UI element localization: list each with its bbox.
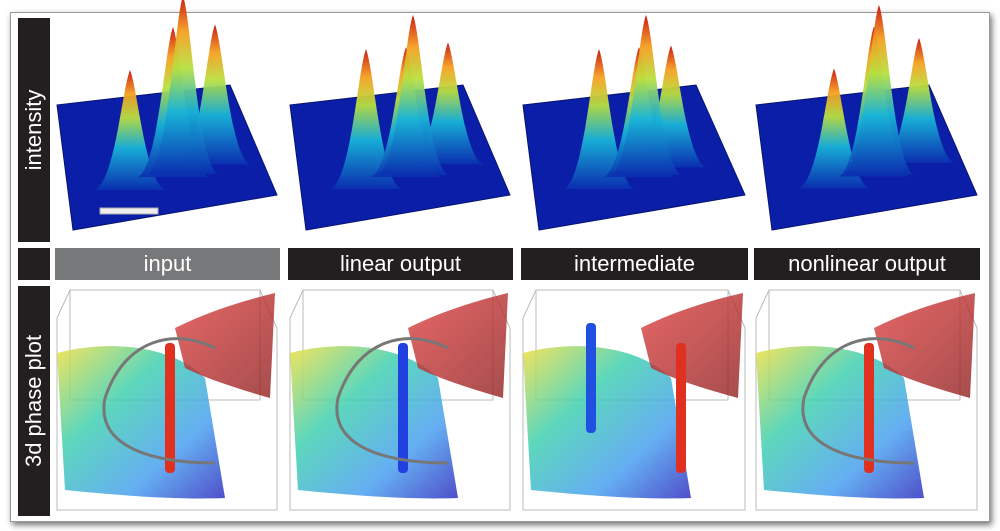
phase-surface [641, 293, 743, 398]
phase-surface [175, 293, 275, 398]
trajectory [801, 337, 915, 465]
trajectory [335, 337, 449, 465]
intensity-peak [884, 38, 954, 163]
column-header: input [144, 251, 192, 276]
rod [398, 343, 408, 473]
row-label: 3d phase plot [21, 335, 46, 467]
row-label-bg [18, 286, 50, 516]
trajectory [102, 337, 216, 465]
row-label: intensity [21, 90, 46, 171]
rod [676, 343, 686, 473]
intensity-peak [331, 49, 401, 190]
phase-surface [874, 293, 975, 398]
box-outline [56, 289, 278, 511]
column-header-bg [55, 248, 280, 280]
box-outline [755, 289, 978, 511]
intensity-peak [564, 49, 634, 190]
box-outline [289, 289, 511, 511]
column-header: nonlinear output [788, 251, 946, 276]
intensity-peak [378, 15, 448, 175]
intensity-peak [844, 5, 914, 175]
column-header-bg [754, 248, 980, 280]
intensity-peak [611, 15, 681, 175]
column-header-bg [288, 248, 513, 280]
scale-bar [99, 207, 159, 215]
rod [586, 323, 596, 433]
phase-surface [408, 293, 508, 398]
corner-block [18, 248, 50, 280]
column-header: linear output [340, 251, 461, 276]
intensity-peak [95, 70, 165, 190]
rod [864, 343, 874, 473]
column-header-bg [521, 248, 748, 280]
intensity-peak [148, 0, 218, 175]
rod [165, 343, 175, 473]
row-label-bg [18, 18, 50, 242]
column-header: intermediate [574, 251, 695, 276]
box-outline [522, 289, 746, 511]
phase-surface [523, 346, 691, 499]
